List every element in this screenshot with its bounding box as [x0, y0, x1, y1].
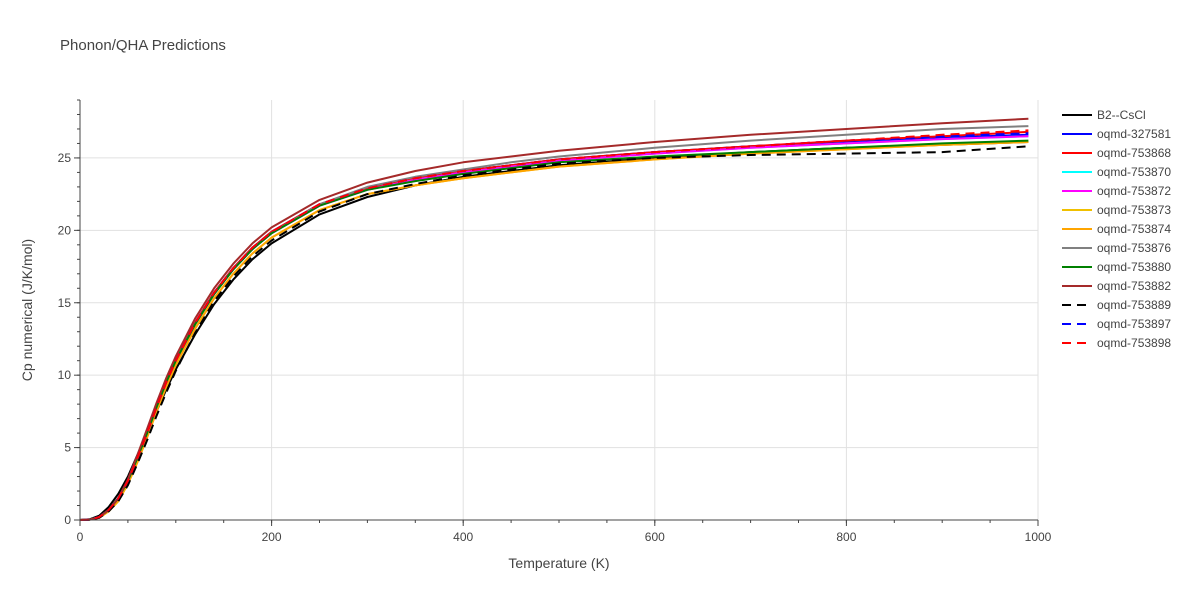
legend-label: oqmd-753876 — [1097, 241, 1171, 255]
x-tick-label: 800 — [836, 530, 856, 544]
legend-label: oqmd-753897 — [1097, 317, 1171, 331]
x-tick-label: 0 — [77, 530, 84, 544]
legend-label: oqmd-753880 — [1097, 260, 1171, 274]
legend-label: oqmd-753872 — [1097, 184, 1171, 198]
series-line-oqmd-753874 — [79, 141, 1029, 521]
y-tick-label: 0 — [64, 513, 71, 527]
x-tick-label: 200 — [262, 530, 282, 544]
series-line-oqmd-753880 — [79, 139, 1029, 521]
x-tick-label: 600 — [645, 530, 665, 544]
legend-item-B2--CsCl[interactable]: B2--CsCl — [1062, 108, 1146, 122]
series-line-B2--CsCl — [79, 141, 1029, 521]
legend-label: oqmd-753882 — [1097, 279, 1171, 293]
legend-label: B2--CsCl — [1097, 108, 1146, 122]
series-line-oqmd-753889 — [79, 145, 1029, 521]
series-line-oqmd-753873 — [79, 141, 1029, 521]
y-tick-label: 15 — [58, 296, 72, 310]
series-line-oqmd-753868 — [79, 130, 1029, 521]
legend-item-oqmd-753880[interactable]: oqmd-753880 — [1062, 260, 1171, 274]
legend-label: oqmd-753898 — [1097, 336, 1171, 350]
x-tick-label: 1000 — [1025, 530, 1052, 544]
x-axis-title: Temperature (K) — [508, 555, 609, 571]
series-line-oqmd-753872 — [79, 135, 1029, 521]
legend-item-oqmd-753889[interactable]: oqmd-753889 — [1062, 298, 1171, 312]
x-tick-label: 400 — [453, 530, 473, 544]
y-tick-label: 5 — [64, 441, 71, 455]
y-tick-label: 25 — [58, 151, 72, 165]
legend-item-oqmd-753898[interactable]: oqmd-753898 — [1062, 336, 1171, 350]
series-line-oqmd-753898 — [79, 129, 1029, 521]
legend-label: oqmd-753889 — [1097, 298, 1171, 312]
series-line-oqmd-753876 — [79, 125, 1029, 521]
legend-item-oqmd-753870[interactable]: oqmd-753870 — [1062, 165, 1171, 179]
legend-label: oqmd-327581 — [1097, 127, 1171, 141]
y-tick-label: 20 — [58, 223, 72, 237]
chart-title: Phonon/QHA Predictions — [60, 37, 226, 54]
y-tick-label: 10 — [58, 368, 72, 382]
legend-item-oqmd-753897[interactable]: oqmd-753897 — [1062, 317, 1171, 331]
series-layer — [79, 117, 1029, 521]
series-line-oqmd-327581 — [79, 133, 1029, 521]
legend-label: oqmd-753870 — [1097, 165, 1171, 179]
legend-item-oqmd-753868[interactable]: oqmd-753868 — [1062, 146, 1171, 160]
legend[interactable]: B2--CsCl oqmd-327581 oqmd-753868 oqmd-75387… — [1062, 108, 1171, 350]
legend-label: oqmd-753868 — [1097, 146, 1171, 160]
legend-item-oqmd-327581[interactable]: oqmd-327581 — [1062, 127, 1171, 141]
legend-label: oqmd-753873 — [1097, 203, 1171, 217]
legend-item-oqmd-753874[interactable]: oqmd-753874 — [1062, 222, 1171, 236]
legend-label: oqmd-753874 — [1097, 222, 1171, 236]
legend-item-oqmd-753872[interactable]: oqmd-753872 — [1062, 184, 1171, 198]
series-line-oqmd-753870 — [79, 135, 1029, 521]
series-line-oqmd-753897 — [79, 132, 1029, 521]
series-line-oqmd-753882 — [79, 117, 1029, 521]
y-axis-title: Cp numerical (J/K/mol) — [19, 239, 35, 381]
axes: 0 200 400 600 800 1000 0 5 10 15 20 25 — [58, 99, 1052, 544]
legend-item-oqmd-753873[interactable]: oqmd-753873 — [1062, 203, 1171, 217]
legend-item-oqmd-753882[interactable]: oqmd-753882 — [1062, 279, 1171, 293]
grid — [80, 100, 1039, 520]
legend-item-oqmd-753876[interactable]: oqmd-753876 — [1062, 241, 1171, 255]
